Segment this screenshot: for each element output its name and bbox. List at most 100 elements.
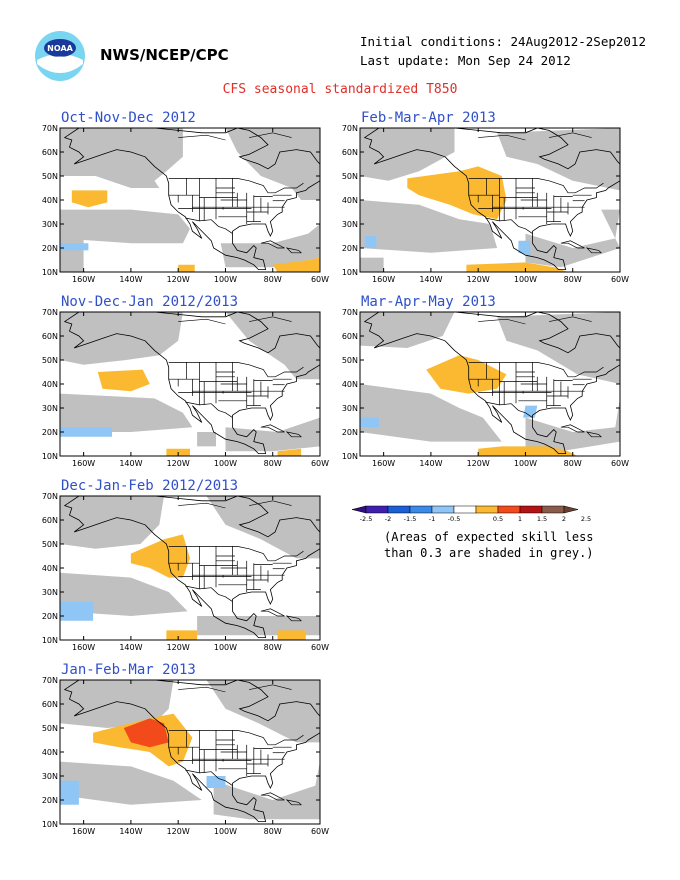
grey-region [60, 496, 164, 549]
y-tick-label: 40N [342, 380, 358, 389]
grey-region [60, 761, 202, 805]
legend-tick-label: -1.5 [404, 515, 417, 523]
legend-tick-label: -2 [385, 515, 391, 523]
y-tick-label: 20N [42, 428, 58, 437]
grey-region [497, 128, 620, 191]
red-anomaly [123, 718, 169, 748]
legend-tick-label: 1.5 [537, 515, 547, 523]
y-tick-label: 50N [42, 356, 58, 365]
y-tick-label: 60N [42, 148, 58, 157]
x-tick-label: 60W [311, 643, 329, 652]
x-tick-label: 120W [167, 827, 190, 836]
grey-region [206, 496, 320, 559]
legend-tick-label: 0.5 [493, 515, 503, 523]
x-tick-label: 160W [72, 275, 95, 284]
grey-region [60, 128, 183, 188]
map-panel-ond: 70N 60N 50N 40N 30N 20N 10N 160W 140W 120W 100W 80W… [42, 124, 329, 284]
orange-anomaly [272, 257, 320, 272]
noaa-logo-icon: NOAA [35, 31, 85, 81]
blue-anomaly [60, 427, 112, 437]
orange-anomaly [178, 264, 195, 272]
y-tick-label: 10N [42, 268, 58, 277]
x-tick-label: 80W [264, 275, 282, 284]
grey-region [360, 384, 502, 442]
organization-label: NWS/NCEP/CPC [100, 46, 229, 64]
blue-anomaly [60, 601, 94, 621]
y-tick-label: 30N [342, 220, 358, 229]
grey-region [225, 417, 320, 452]
y-tick-label: 20N [342, 244, 358, 253]
y-tick-label: 60N [42, 700, 58, 709]
y-tick-label: 40N [42, 196, 58, 205]
x-tick-label: 140W [119, 643, 142, 652]
legend-swatch [409, 505, 433, 514]
y-tick-label: 30N [42, 772, 58, 781]
coastline [363, 312, 620, 455]
y-tick-label: 70N [42, 308, 58, 317]
grey-region [60, 393, 193, 432]
y-tick-label: 20N [342, 428, 358, 437]
grey-region [525, 398, 620, 452]
x-tick-label: 140W [119, 275, 142, 284]
y-tick-label: 20N [42, 244, 58, 253]
grey-region [60, 680, 174, 728]
grey-region [360, 257, 384, 272]
orange-anomaly [277, 448, 302, 456]
grey-region [360, 312, 455, 348]
x-tick-label: 120W [167, 643, 190, 652]
map-panel-djf: 70N 60N 50N 40N 30N 20N 10N 160W 140W 120W 100W 80W… [42, 492, 329, 652]
orange-anomaly [277, 630, 306, 640]
x-tick-label: 60W [611, 459, 629, 468]
noaa-logo: NOAA [34, 30, 86, 82]
legend-tick-label: -1 [429, 515, 435, 523]
y-tick-label: 10N [342, 452, 358, 461]
blue-anomaly [60, 243, 89, 251]
legend-swatch [387, 505, 411, 514]
coastline [63, 496, 320, 639]
grey-region [360, 128, 455, 181]
x-tick-label: 160W [372, 459, 395, 468]
orange-anomaly [130, 534, 190, 578]
legend-swatch [497, 505, 521, 514]
initial-conditions: Initial conditions: 24Aug2012-2Sep2012 [360, 34, 646, 49]
legend-tick-label: 2.5 [581, 515, 591, 523]
y-tick-label: 10N [42, 636, 58, 645]
x-tick-label: 80W [264, 643, 282, 652]
grey-region [60, 312, 183, 365]
coastline [63, 128, 320, 271]
grey-region [197, 432, 216, 447]
x-tick-label: 80W [564, 459, 582, 468]
y-tick-label: 20N [42, 612, 58, 621]
map-panel-fma: 70N 60N 50N 40N 30N 20N 10N 160W 140W 120W 100W 80W… [342, 124, 629, 284]
panel-title-jfm: Jan-Feb-Mar 2013 [61, 662, 196, 678]
x-tick-label: 120W [467, 275, 490, 284]
y-tick-label: 70N [42, 124, 58, 133]
orange-anomaly [466, 262, 568, 272]
map-panel-mam: 70N 60N 50N 40N 30N 20N 10N 160W 140W 120W 100W 80W… [342, 308, 629, 468]
y-tick-label: 40N [42, 564, 58, 573]
legend-tick-label: -2.5 [360, 515, 373, 523]
x-tick-label: 60W [311, 827, 329, 836]
legend-swatch [365, 505, 389, 514]
y-tick-label: 70N [42, 676, 58, 685]
grey-region [360, 200, 498, 253]
grey-region [206, 680, 320, 743]
x-tick-label: 120W [167, 459, 190, 468]
x-tick-label: 140W [419, 459, 442, 468]
y-tick-label: 20N [42, 796, 58, 805]
x-tick-label: 80W [564, 275, 582, 284]
y-tick-label: 70N [342, 124, 358, 133]
legend-note-line2: than 0.3 are shaded in grey.) [384, 546, 594, 560]
orange-anomaly [71, 190, 108, 208]
y-tick-label: 50N [42, 724, 58, 733]
x-tick-label: 140W [419, 275, 442, 284]
panel-title-ndj: Nov-Dec-Jan 2012/2013 [61, 294, 239, 310]
orange-anomaly [166, 630, 198, 640]
coastline [363, 128, 620, 271]
legend-end-right [563, 505, 579, 514]
blue-anomaly [60, 780, 79, 805]
x-tick-label: 100W [514, 459, 537, 468]
y-tick-label: 60N [42, 516, 58, 525]
y-tick-label: 60N [42, 332, 58, 341]
legend-note-line1: (Areas of expected skill less [384, 530, 594, 544]
